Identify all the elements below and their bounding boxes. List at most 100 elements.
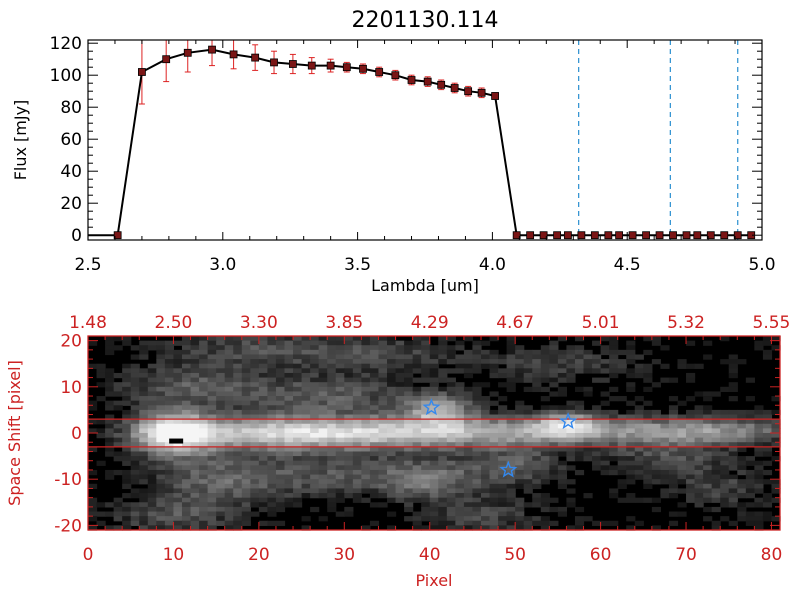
image-pixel	[694, 465, 704, 471]
image-pixel	[369, 400, 380, 406]
image-pixel	[199, 442, 209, 448]
image-pixel	[241, 340, 251, 346]
wavelength-tick-label-6: 5.01	[582, 313, 620, 333]
image-pixel	[754, 423, 764, 429]
image-pixel	[626, 497, 636, 503]
image-pixel	[677, 437, 687, 443]
image-pixel	[626, 368, 636, 374]
image-pixel	[617, 368, 627, 374]
image-pixel	[378, 377, 388, 383]
image-pixel	[207, 456, 217, 462]
image-pixel	[181, 363, 192, 369]
image-pixel	[258, 363, 269, 369]
image-pixel	[284, 354, 294, 360]
image-pixel	[199, 382, 209, 388]
image-pixel	[122, 423, 132, 429]
image-pixel	[600, 423, 610, 429]
image-pixel	[395, 479, 405, 485]
image-pixel	[267, 340, 277, 346]
image-pixel	[216, 354, 226, 360]
image-pixel	[574, 451, 585, 457]
image-pixel	[216, 386, 226, 393]
image-pixel	[378, 368, 388, 374]
image-pixel	[344, 377, 354, 383]
image-pixel	[164, 391, 175, 397]
image-pixel	[310, 386, 320, 393]
image-pixel	[463, 525, 474, 531]
image-pixel	[224, 345, 234, 351]
image-pixel	[609, 456, 619, 462]
image-pixel	[557, 465, 568, 471]
image-pixel	[771, 396, 781, 402]
image-pixel	[626, 354, 636, 360]
image-pixel	[660, 442, 670, 448]
image-pixel	[207, 460, 217, 466]
image-pixel	[224, 363, 234, 369]
image-pixel	[463, 497, 474, 503]
image-pixel	[378, 474, 388, 480]
image-pixel	[327, 493, 337, 499]
image-pixel	[429, 497, 439, 503]
image-pixel	[275, 488, 286, 494]
image-pixel	[318, 368, 328, 374]
flux-marker-36	[682, 231, 691, 240]
image-pixel	[660, 456, 670, 462]
image-pixel	[677, 502, 687, 508]
image-pixel	[267, 419, 277, 425]
image-pixel	[181, 433, 192, 439]
image-pixel	[515, 502, 525, 508]
image-pixel	[181, 483, 192, 490]
image-pixel	[480, 451, 491, 457]
image-pixel	[498, 456, 508, 462]
image-pixel	[600, 391, 610, 397]
image-pixel	[369, 520, 380, 526]
image-pixel	[480, 428, 491, 434]
image-pixel	[207, 359, 217, 365]
image-pixel	[429, 506, 439, 513]
image-pixel	[455, 493, 465, 499]
image-pixel	[609, 437, 619, 443]
image-pixel	[515, 456, 525, 462]
image-pixel	[361, 400, 371, 406]
image-pixel	[335, 368, 345, 374]
image-pixel	[421, 446, 431, 453]
image-pixel	[344, 469, 354, 476]
image-pixel	[207, 465, 217, 471]
image-pixel	[438, 488, 448, 494]
image-pixel	[369, 469, 380, 476]
image-pixel	[301, 493, 311, 499]
image-pixel	[557, 349, 568, 356]
image-pixel	[677, 456, 687, 462]
image-pixel	[335, 349, 345, 356]
image-pixel	[549, 359, 559, 365]
image-pixel	[532, 465, 542, 471]
image-pixel	[250, 428, 260, 434]
image-pixel	[344, 437, 354, 443]
image-pixel	[395, 483, 405, 490]
image-pixel	[711, 442, 721, 448]
image-pixel	[216, 372, 226, 379]
image-pixel	[267, 520, 277, 526]
image-pixel	[361, 345, 371, 351]
image-pixel	[190, 391, 200, 397]
flux-marker-5	[208, 45, 216, 54]
image-pixel	[267, 414, 277, 420]
image-pixel	[395, 446, 405, 453]
image-pixel	[600, 359, 610, 365]
image-pixel	[335, 465, 345, 471]
image-pixel	[532, 437, 542, 443]
image-pixel	[293, 363, 303, 369]
image-pixel	[463, 479, 474, 485]
image-pixel	[754, 405, 764, 411]
image-pixel	[498, 433, 508, 439]
image-pixel	[498, 428, 508, 434]
image-pixel	[327, 349, 337, 356]
image-pixel	[421, 414, 431, 420]
image-pixel	[310, 372, 320, 379]
image-pixel	[446, 511, 456, 517]
flux-marker-34	[655, 231, 664, 240]
image-pixel	[523, 437, 533, 443]
image-pixel	[446, 428, 456, 434]
image-pixel	[164, 396, 175, 402]
image-pixel	[446, 400, 456, 406]
